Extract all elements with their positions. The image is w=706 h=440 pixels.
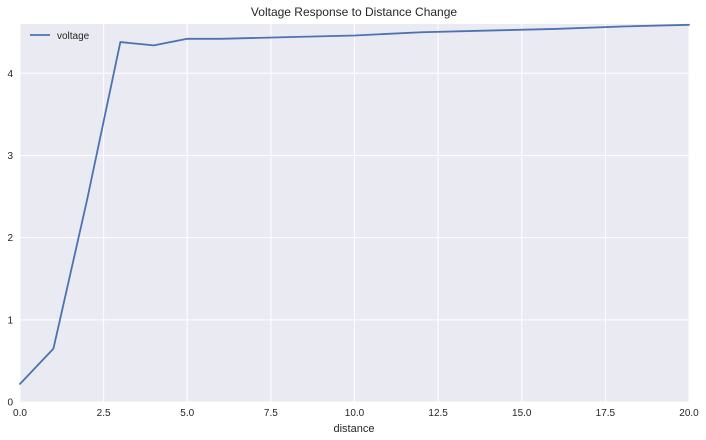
series-line-voltage bbox=[19, 23, 690, 385]
x-axis-label: distance bbox=[334, 423, 375, 435]
legend-box bbox=[24, 24, 96, 46]
series-layer bbox=[19, 23, 690, 385]
x-tick-label: 17.5 bbox=[596, 408, 616, 419]
y-tick-label: 1 bbox=[7, 315, 13, 326]
legend-label-voltage: voltage bbox=[57, 31, 90, 42]
grid-lines bbox=[19, 24, 690, 403]
x-tick-label: 15.0 bbox=[512, 408, 532, 419]
legend: voltage bbox=[24, 24, 96, 46]
y-tick-label: 3 bbox=[7, 151, 13, 162]
x-tick-label: 7.5 bbox=[264, 408, 278, 419]
x-tick-label: 0.0 bbox=[13, 408, 27, 419]
y-tick-label: 2 bbox=[7, 233, 13, 244]
x-tick-label: 10.0 bbox=[345, 408, 365, 419]
y-tick-label: 0 bbox=[7, 398, 13, 409]
y-tick-label: 4 bbox=[7, 69, 13, 80]
x-tick-label: 2.5 bbox=[97, 408, 111, 419]
chart-title: Voltage Response to Distance Change bbox=[251, 5, 457, 19]
y-axis-ticks: 0 1 2 3 4 bbox=[7, 69, 13, 409]
x-tick-label: 20.0 bbox=[679, 408, 699, 419]
x-tick-label: 5.0 bbox=[180, 408, 194, 419]
x-axis-ticks: 0.0 2.5 5.0 7.5 10.0 12.5 15.0 17.5 20.0 bbox=[13, 408, 699, 419]
x-tick-label: 12.5 bbox=[428, 408, 448, 419]
